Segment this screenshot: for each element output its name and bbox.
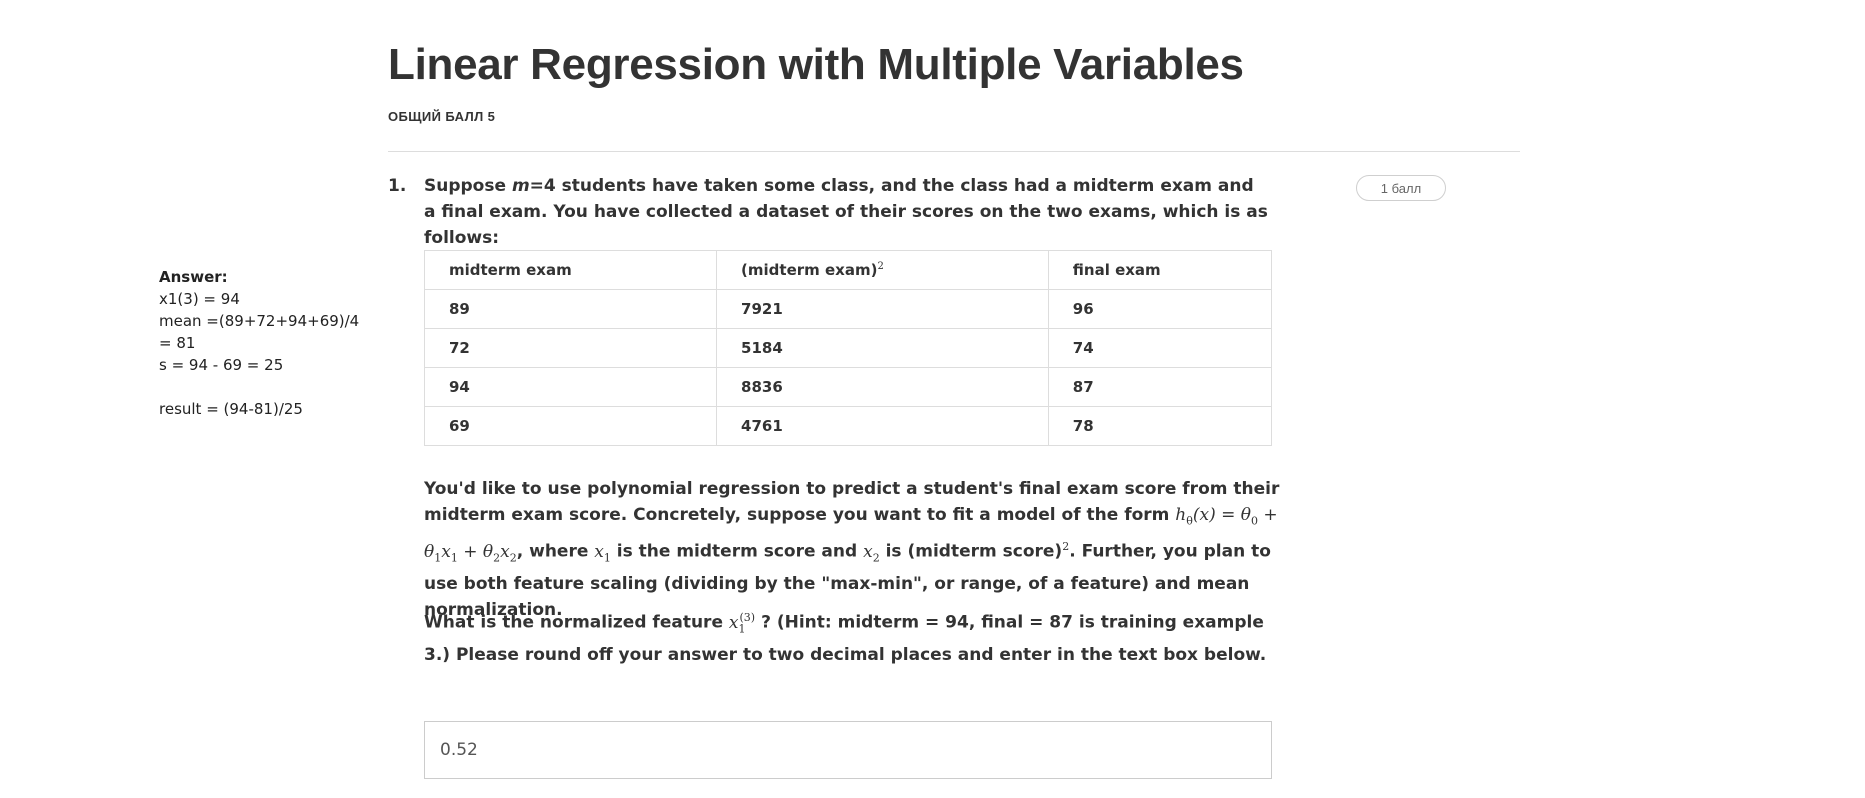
table-header-cell: (midterm exam)2	[716, 250, 1049, 290]
answer-note-line: mean =(89+72+94+69)/4	[159, 312, 360, 330]
table-cell: 74	[1047, 328, 1273, 368]
header-text: (midterm exam)	[741, 261, 878, 279]
question-intro: Suppose m=4 students have taken some cla…	[424, 173, 1271, 251]
table-cell: 89	[423, 289, 718, 329]
question-model-description: You'd like to use polynomial regression …	[424, 476, 1284, 623]
scores-table: midterm exam (midterm exam)2 final exam …	[423, 250, 1273, 446]
answer-note-line	[159, 376, 359, 398]
question-text: What is the normalized feature	[424, 612, 729, 633]
points-badge: 1 балл	[1356, 175, 1446, 201]
table-header-row: midterm exam (midterm exam)2 final exam	[423, 250, 1273, 290]
model-formula: hθ(x) = θ0 + θ1x1 + θ2x2	[424, 505, 1278, 565]
variable-x2: x2	[863, 542, 880, 565]
answer-note-line: result = (94-81)/25	[159, 400, 303, 418]
table-row: 89 7921 96	[423, 289, 1273, 329]
table-cell: 8836	[716, 367, 1049, 407]
question-text: ? (Hint: midterm = 94, final = 87 is tra…	[424, 612, 1267, 666]
question-prompt: What is the normalized feature x1(3)? (H…	[424, 605, 1284, 668]
table-cell: 78	[1047, 406, 1273, 446]
answer-notes-title: Answer:	[159, 268, 228, 286]
table-cell: 4761	[716, 406, 1049, 446]
table-row: 69 4761 78	[423, 406, 1273, 446]
answer-note-line: s = 94 - 69 = 25	[159, 356, 284, 374]
answer-notes: Answer: x1(3) = 94 mean =(89+72+94+69)/4…	[159, 266, 359, 420]
table-header-cell: final exam	[1047, 250, 1273, 290]
table-cell: 94	[423, 367, 718, 407]
question-number: 1.	[388, 176, 407, 196]
header-divider	[388, 151, 1520, 152]
superscript: 2	[1062, 540, 1070, 554]
page-title: Linear Regression with Multiple Variable…	[388, 40, 1244, 89]
question-text: is the midterm score and	[610, 542, 864, 563]
variable-x1: x1	[594, 542, 611, 565]
answer-input[interactable]	[424, 721, 1272, 779]
table-header-cell: midterm exam	[423, 250, 718, 290]
table-row: 94 8836 87	[423, 367, 1273, 407]
variable-m: m	[511, 176, 530, 196]
superscript: 2	[877, 261, 884, 272]
question-intro-text: Suppose	[424, 176, 512, 196]
answer-note-line: = 81	[159, 334, 196, 352]
table-cell: 96	[1047, 289, 1273, 329]
answer-note-line: x1(3) = 94	[159, 290, 240, 308]
question-text: is (midterm score)	[879, 542, 1063, 563]
table-cell: 87	[1047, 367, 1273, 407]
table-cell: 7921	[716, 289, 1049, 329]
table-cell: 5184	[716, 328, 1049, 368]
question-text: . Further, you plan to use both feature …	[424, 542, 1271, 621]
question-text: , where	[516, 542, 595, 563]
table-row: 72 5184 74	[423, 328, 1273, 368]
question-intro-text: =4 students have taken some class, and t…	[424, 176, 1268, 248]
table-cell: 69	[423, 406, 718, 446]
table-cell: 72	[423, 328, 718, 368]
question-text: You'd like to use polynomial regression …	[424, 479, 1280, 525]
variable-x1-3: x1(3)	[728, 611, 756, 636]
total-score-label: ОБЩИЙ БАЛЛ 5	[388, 109, 496, 124]
